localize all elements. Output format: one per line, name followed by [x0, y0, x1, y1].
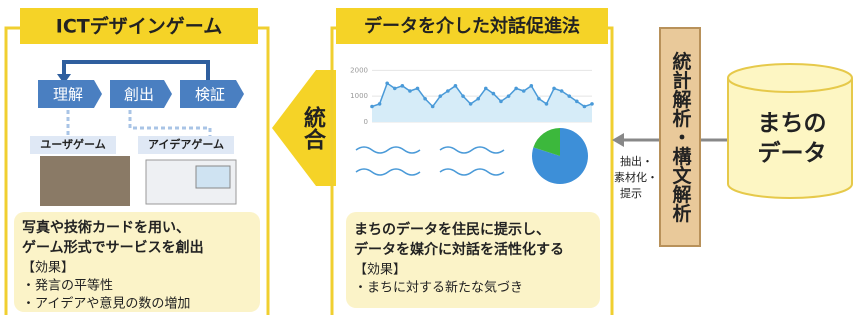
point	[401, 84, 405, 88]
data-store-label: まちの	[758, 111, 827, 137]
point	[552, 87, 556, 91]
point	[469, 102, 473, 106]
integration-label: 統合	[300, 105, 326, 150]
point	[484, 87, 488, 91]
point	[545, 102, 549, 106]
photo	[40, 156, 130, 206]
middle-title: データを介した対話促進法	[364, 15, 580, 37]
point	[522, 89, 526, 93]
point	[393, 87, 397, 91]
y-tick-label: 2000	[350, 66, 368, 74]
point	[423, 97, 427, 101]
point	[560, 89, 564, 93]
point	[408, 89, 412, 93]
point	[416, 87, 420, 91]
left-title: ICTデザインゲーム	[56, 15, 222, 38]
description: まちのデータを住民に提示し、	[354, 221, 550, 238]
area	[372, 83, 592, 122]
point	[476, 97, 480, 101]
dashed-connector	[68, 110, 210, 136]
description: 写真や技術カードを用い、	[22, 219, 190, 236]
y-tick-label: 0	[364, 118, 368, 126]
game-label: ユーザゲーム	[40, 137, 105, 151]
diagram: ICTデザインゲーム 理解 創出 検証 ユーザゲーム アイデアゲーム 写真や技術…	[0, 0, 858, 315]
point	[499, 100, 503, 104]
effect-heading: 【効果】	[22, 261, 74, 276]
point	[530, 84, 534, 88]
mini-chart: 0 1000 2000	[350, 66, 594, 184]
extraction-label: 抽出・	[620, 154, 653, 168]
point	[378, 102, 382, 106]
point	[537, 97, 541, 101]
point	[461, 94, 465, 98]
effect: ・アイデアや意見の数の増加	[22, 296, 190, 312]
extraction-arrowhead	[612, 133, 624, 147]
extraction-label: 提示	[620, 187, 642, 200]
effect: ・発言の平等性	[22, 278, 113, 294]
extraction-label: 素材化・	[614, 170, 658, 184]
sparklines	[356, 147, 504, 175]
point	[438, 94, 442, 98]
effect: ・まちに対する新たな気づき	[354, 280, 523, 296]
flow-step: 創出	[124, 86, 154, 104]
flow-step: 理解	[53, 86, 83, 104]
point	[583, 105, 587, 109]
point	[590, 102, 594, 106]
point	[385, 81, 389, 85]
data-store-label: データ	[758, 140, 827, 167]
point	[567, 94, 571, 98]
data-store	[728, 78, 852, 198]
game-label: アイデアゲーム	[148, 137, 224, 151]
point	[446, 89, 450, 93]
description: データを媒介に対話を活性化する	[354, 241, 564, 258]
flow-step: 検証	[195, 86, 225, 104]
y-tick-label: 1000	[350, 92, 368, 100]
description: ゲーム形式でサービスを創出	[22, 239, 204, 256]
analysis-label: 統計解析・構文解析	[670, 50, 692, 223]
point	[575, 100, 579, 104]
point	[370, 105, 374, 109]
data-store-top	[728, 64, 852, 92]
point	[454, 84, 458, 88]
effect-heading: 【効果】	[354, 263, 406, 278]
point	[514, 87, 518, 91]
point	[492, 92, 496, 96]
point	[431, 105, 435, 109]
loop-arrow	[64, 62, 208, 80]
point	[507, 94, 511, 98]
photo-detail	[196, 166, 230, 188]
